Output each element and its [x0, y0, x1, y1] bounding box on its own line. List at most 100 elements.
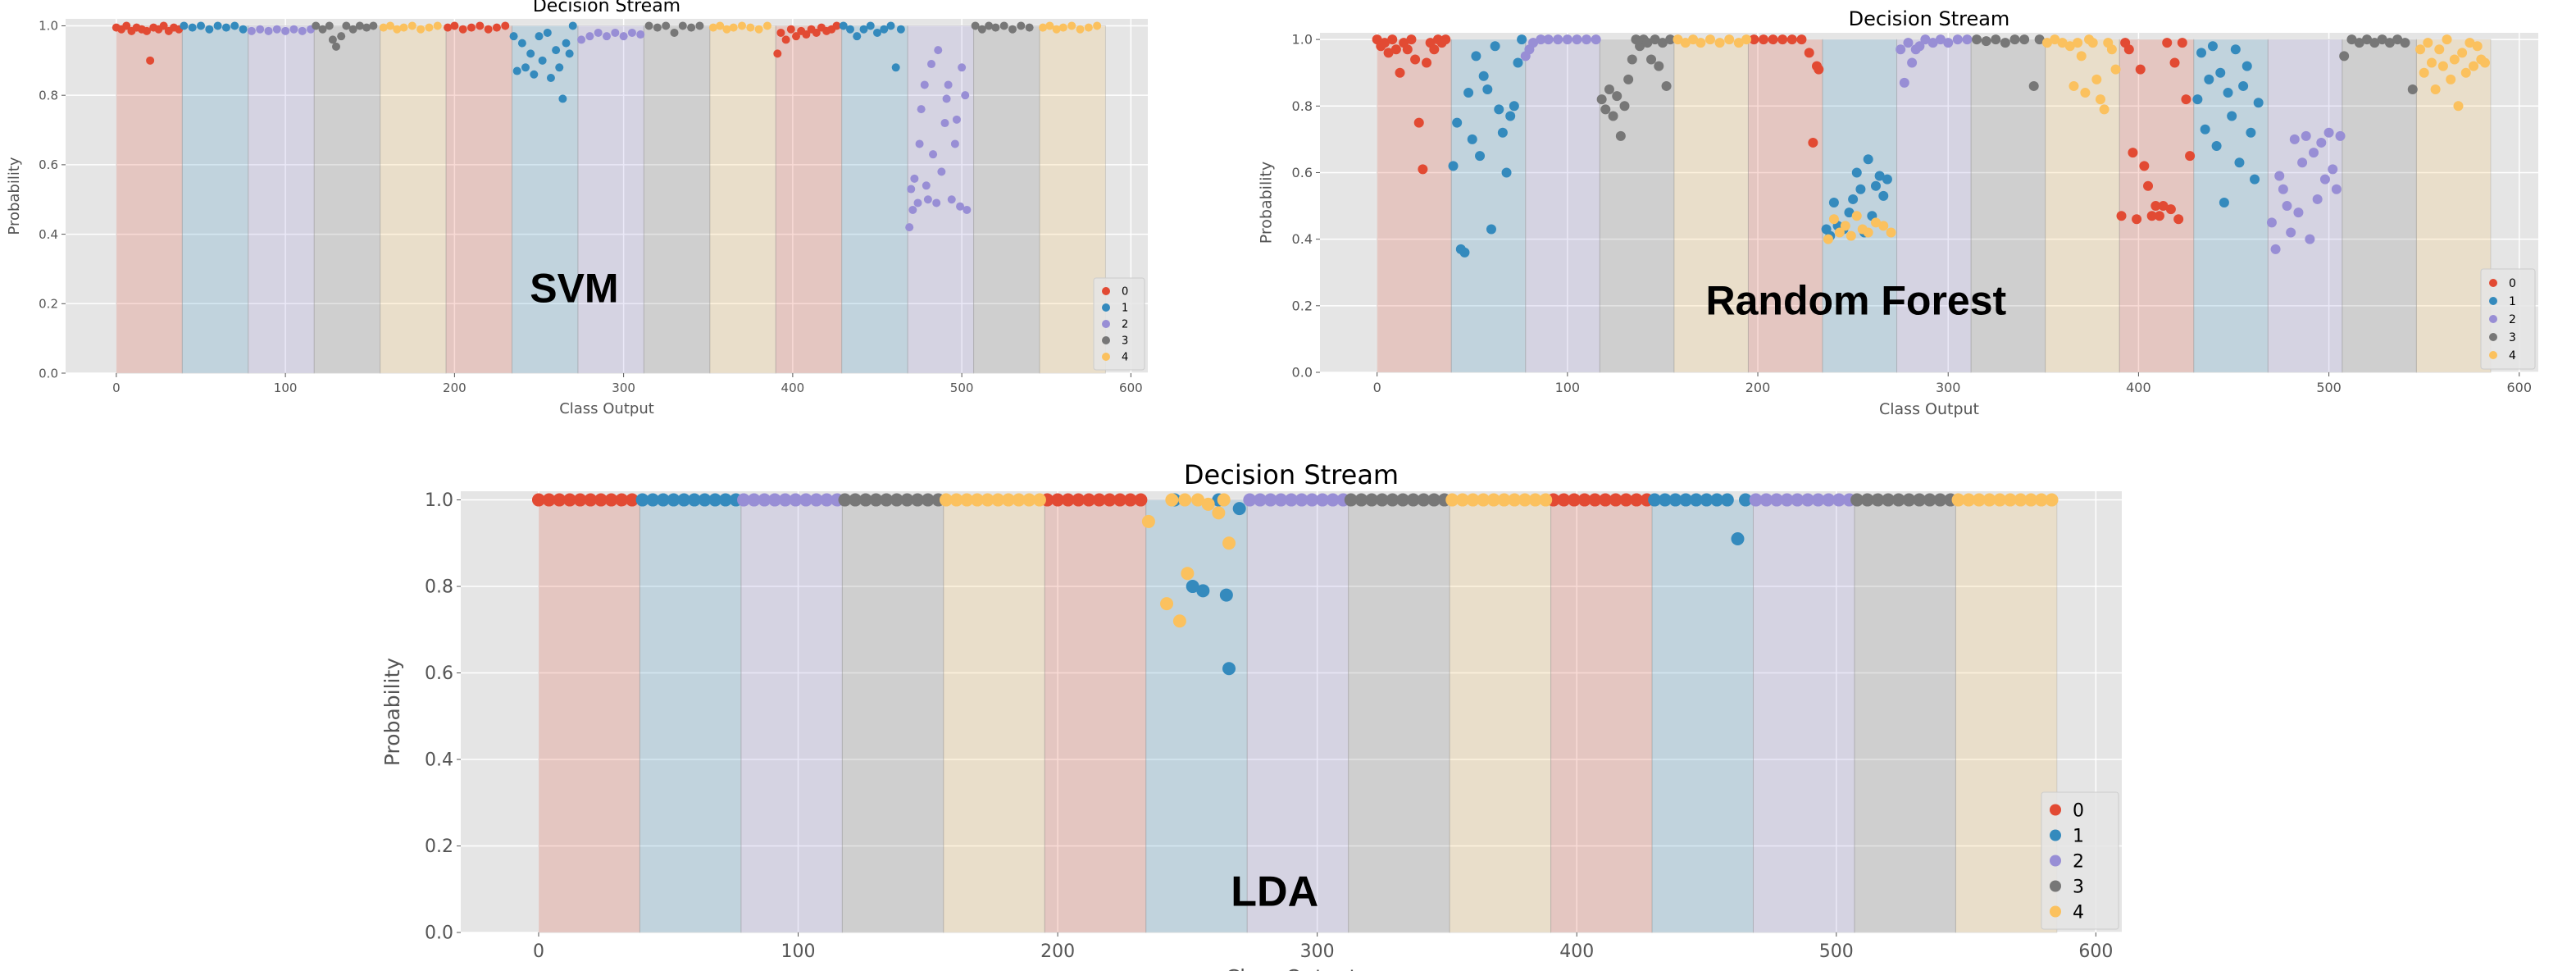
x-tick-label: 400	[781, 381, 805, 395]
legend-entry: 1	[2509, 295, 2516, 308]
data-point	[2177, 38, 2187, 48]
data-point	[2014, 493, 2028, 507]
data-point	[122, 21, 131, 30]
data-point	[2297, 157, 2308, 168]
data-point	[1851, 167, 1862, 178]
data-point	[1658, 493, 1672, 507]
legend-entry: 2	[2073, 851, 2084, 872]
data-point	[325, 21, 334, 30]
legend-box	[2041, 791, 2119, 930]
legend-marker	[2489, 297, 2497, 305]
data-point	[2253, 98, 2264, 108]
data-point	[2146, 211, 2157, 221]
data-point	[1749, 34, 1759, 45]
data-point	[1679, 493, 1693, 507]
data-point	[1874, 171, 1885, 181]
legend-marker	[1102, 353, 1110, 361]
class-band	[2342, 39, 2417, 373]
data-point	[1467, 134, 1477, 144]
data-point	[1517, 34, 1527, 45]
data-point	[318, 25, 327, 34]
data-point	[1804, 48, 1814, 58]
legend-entry: 1	[1122, 303, 1128, 315]
data-point	[1749, 493, 1763, 507]
data-point	[1427, 493, 1441, 507]
data-point	[896, 25, 905, 34]
data-point	[1486, 493, 1500, 507]
data-point	[512, 66, 521, 75]
data-point	[942, 94, 951, 103]
class-band	[538, 499, 640, 933]
legend-marker	[2050, 855, 2061, 867]
data-point	[687, 493, 701, 507]
data-point	[1846, 230, 1856, 241]
data-point	[627, 28, 636, 37]
data-point	[900, 493, 914, 507]
data-point	[1657, 38, 1668, 48]
data-point	[1935, 34, 1946, 45]
data-point	[2158, 201, 2169, 212]
plot-background	[1320, 33, 2538, 372]
data-point	[937, 167, 946, 176]
data-point	[530, 70, 539, 79]
data-point	[1850, 493, 1864, 507]
data-point	[2223, 88, 2233, 98]
data-point	[558, 94, 567, 103]
data-point	[802, 30, 811, 39]
data-point	[1962, 493, 1976, 507]
data-point	[907, 185, 916, 194]
data-point	[1160, 597, 1174, 611]
data-point	[677, 493, 691, 507]
data-point	[573, 493, 587, 507]
data-point	[905, 223, 914, 232]
data-point	[2472, 41, 2483, 52]
data-point	[2219, 198, 2229, 207]
data-point	[535, 32, 544, 41]
data-point	[849, 493, 862, 507]
data-point	[2312, 194, 2323, 204]
data-point	[1113, 493, 1127, 507]
x-axis-label: Class Output	[1879, 400, 1979, 418]
data-point	[221, 23, 230, 32]
data-point	[1466, 493, 1480, 507]
x-tick-label: 600	[1119, 381, 1143, 395]
data-point	[1834, 227, 1845, 238]
data-point	[594, 493, 608, 507]
data-point	[1630, 493, 1644, 507]
series-2	[1520, 34, 2346, 254]
legend-marker	[2489, 315, 2497, 323]
data-point	[2028, 80, 2039, 91]
data-point	[1680, 38, 1691, 48]
data-point	[1448, 161, 1459, 171]
data-point	[1648, 493, 1662, 507]
class-band	[1449, 499, 1552, 933]
data-point	[1840, 221, 1850, 231]
legend: 0 1 2 3 4	[1093, 277, 1145, 371]
data-point	[1688, 34, 1699, 45]
data-point	[1920, 34, 1931, 45]
class-band	[512, 25, 579, 374]
data-point	[1201, 497, 1215, 511]
data-point	[2135, 64, 2146, 75]
data-point	[2227, 111, 2237, 121]
data-point	[1972, 34, 1982, 45]
data-point	[2073, 38, 2083, 48]
plot-background	[461, 491, 2122, 932]
y-tick-label: 0.6	[39, 157, 58, 172]
data-point	[2215, 67, 2226, 78]
data-point	[891, 63, 900, 72]
data-point	[1710, 493, 1724, 507]
data-point	[853, 32, 862, 41]
series-3	[1596, 34, 2418, 141]
data-point	[1572, 34, 1582, 45]
data-point	[1528, 493, 1542, 507]
data-point	[2415, 44, 2426, 55]
data-point	[565, 49, 574, 58]
data-point	[2003, 493, 2017, 507]
data-point	[1508, 493, 1522, 507]
data-point	[546, 74, 555, 82]
data-point	[927, 60, 935, 69]
data-point	[1406, 493, 1420, 507]
class-band	[639, 499, 742, 933]
data-point	[846, 25, 854, 34]
